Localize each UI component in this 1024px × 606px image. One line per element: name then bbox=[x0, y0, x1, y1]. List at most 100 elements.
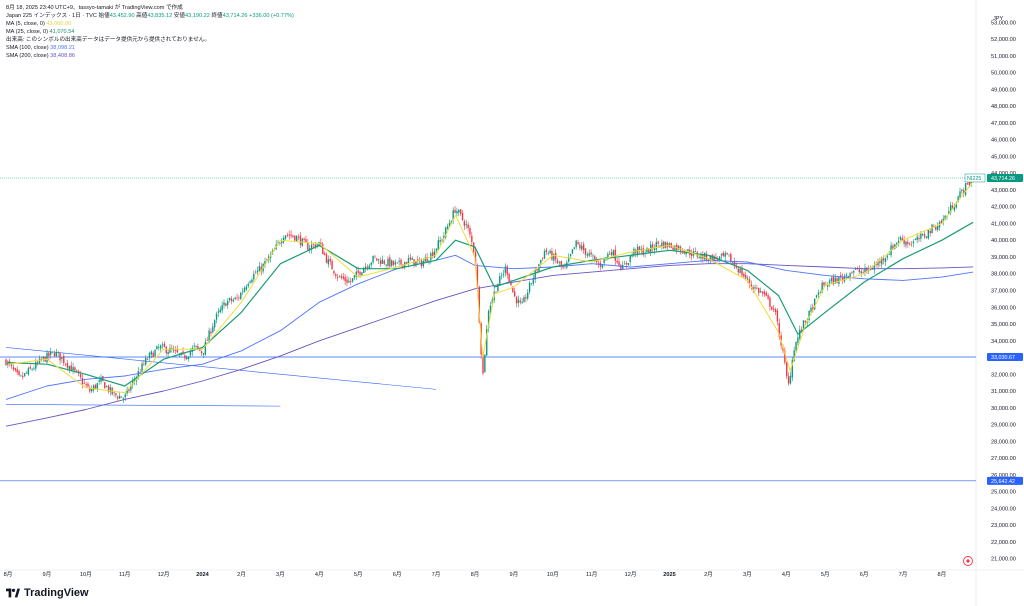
y-tick-label: 27,000.00 bbox=[991, 456, 1016, 462]
candle-body bbox=[663, 241, 665, 249]
candle-body bbox=[581, 245, 583, 250]
candle-body bbox=[929, 230, 931, 234]
candle-body bbox=[240, 292, 242, 300]
legend-sma200[interactable]: SMA (200, close) 38,408.86 bbox=[6, 52, 294, 60]
candle-body bbox=[772, 308, 775, 310]
candle-body bbox=[187, 356, 190, 359]
candle-body bbox=[517, 299, 520, 304]
candle-body bbox=[916, 236, 918, 241]
x-tick-label: 3月 bbox=[743, 571, 752, 578]
candle-body bbox=[458, 209, 460, 213]
legend-sma100[interactable]: SMA (100, close) 38,098.21 bbox=[6, 44, 294, 52]
candle-body bbox=[534, 269, 536, 280]
candle-body bbox=[76, 370, 78, 372]
candle-body bbox=[391, 260, 393, 266]
candle-body bbox=[92, 385, 95, 391]
candle-body bbox=[819, 292, 821, 293]
candle-body bbox=[145, 358, 147, 365]
candle-body bbox=[616, 260, 618, 263]
candle-body bbox=[355, 271, 358, 277]
candle-body bbox=[797, 337, 799, 343]
low-key: 安値 bbox=[173, 13, 185, 19]
candle-body bbox=[29, 366, 31, 369]
candle-body bbox=[312, 243, 315, 245]
x-tick-label: 11月 bbox=[119, 571, 130, 578]
candle-body bbox=[139, 372, 141, 373]
candle-body bbox=[966, 183, 969, 184]
candle-body bbox=[588, 253, 590, 256]
candle-body bbox=[36, 361, 39, 363]
candle-body bbox=[376, 258, 378, 261]
candle-body bbox=[769, 297, 771, 307]
candle-body bbox=[730, 253, 732, 263]
candle-body bbox=[100, 377, 102, 382]
candle-body bbox=[186, 357, 188, 360]
candle-body bbox=[336, 276, 339, 278]
candle-body bbox=[172, 349, 175, 351]
candle-body bbox=[27, 368, 30, 375]
candle-body bbox=[81, 377, 84, 385]
legend-ma25[interactable]: MA (25, close, 0) 41,070.54 bbox=[6, 28, 294, 36]
candle-body bbox=[704, 252, 706, 260]
candle-body bbox=[208, 330, 210, 342]
chart-legend: 8月 18, 2025 23:40 UTC+9、tassyo-tamaki が … bbox=[6, 4, 294, 60]
candle-body bbox=[264, 261, 266, 266]
candle-body bbox=[461, 212, 464, 220]
candle-body bbox=[968, 182, 971, 186]
candle-body bbox=[724, 253, 726, 257]
candle-body bbox=[245, 286, 248, 290]
candle-body bbox=[961, 189, 963, 191]
horizontal-line-tag bbox=[987, 353, 1023, 362]
candle-body bbox=[614, 249, 617, 261]
candle-body bbox=[182, 351, 184, 354]
candle-body bbox=[146, 359, 149, 360]
candle-body bbox=[238, 297, 240, 299]
candle-body bbox=[128, 389, 130, 392]
y-tick-label: 32,000.00 bbox=[991, 372, 1016, 378]
candle-body bbox=[895, 242, 898, 245]
candle-body bbox=[705, 253, 708, 261]
currency-label[interactable]: JPY bbox=[993, 16, 1004, 22]
candle-body bbox=[176, 349, 179, 353]
candle-body bbox=[327, 259, 330, 265]
alert-icon[interactable] bbox=[963, 556, 973, 566]
candle-body bbox=[202, 352, 205, 355]
candle-body bbox=[303, 238, 305, 240]
candle-body bbox=[629, 255, 631, 262]
trendline bbox=[5, 347, 437, 390]
candle-body bbox=[603, 257, 605, 264]
tradingview-logo[interactable]: TradingView bbox=[6, 587, 89, 599]
symbol-tag bbox=[964, 173, 986, 183]
y-tick-label: 29,000.00 bbox=[991, 423, 1016, 429]
candle-body bbox=[711, 254, 713, 262]
candle-body bbox=[329, 258, 331, 262]
candle-body bbox=[523, 297, 525, 303]
candle-body bbox=[389, 257, 391, 267]
candle-body bbox=[927, 229, 930, 239]
candle-body bbox=[383, 260, 385, 264]
candle-body bbox=[661, 242, 663, 247]
x-tick-label: 9月 bbox=[509, 571, 518, 578]
candle-body bbox=[789, 375, 792, 384]
legend-volume[interactable]: 出来高: このシンボルの出来高データはデータ提供元から提供されておりません。 bbox=[6, 36, 294, 44]
candle-body bbox=[72, 367, 74, 371]
candle-body bbox=[333, 270, 335, 274]
candle-body bbox=[532, 278, 535, 284]
candle-body bbox=[486, 329, 488, 356]
candle-body bbox=[551, 250, 553, 260]
candle-body bbox=[50, 351, 52, 355]
candle-body bbox=[771, 306, 773, 310]
legend-ma25-label: MA (25, close, 0) bbox=[6, 29, 48, 35]
legend-sma100-value: 38,098.21 bbox=[50, 45, 76, 51]
candle-body bbox=[396, 262, 398, 263]
x-tick-label: 2月 bbox=[237, 571, 246, 578]
legend-ma5[interactable]: MA (5, close, 0) 43,000.00 bbox=[6, 20, 294, 28]
y-tick-label: 37,000.00 bbox=[991, 289, 1016, 295]
candle-body bbox=[79, 374, 82, 378]
candle-body bbox=[860, 271, 862, 274]
symbol-name[interactable]: Japan 225 インデックス · 1日 · TVC bbox=[6, 13, 97, 19]
candle-body bbox=[254, 272, 257, 274]
candle-body bbox=[156, 346, 158, 350]
candle-body bbox=[154, 349, 156, 356]
